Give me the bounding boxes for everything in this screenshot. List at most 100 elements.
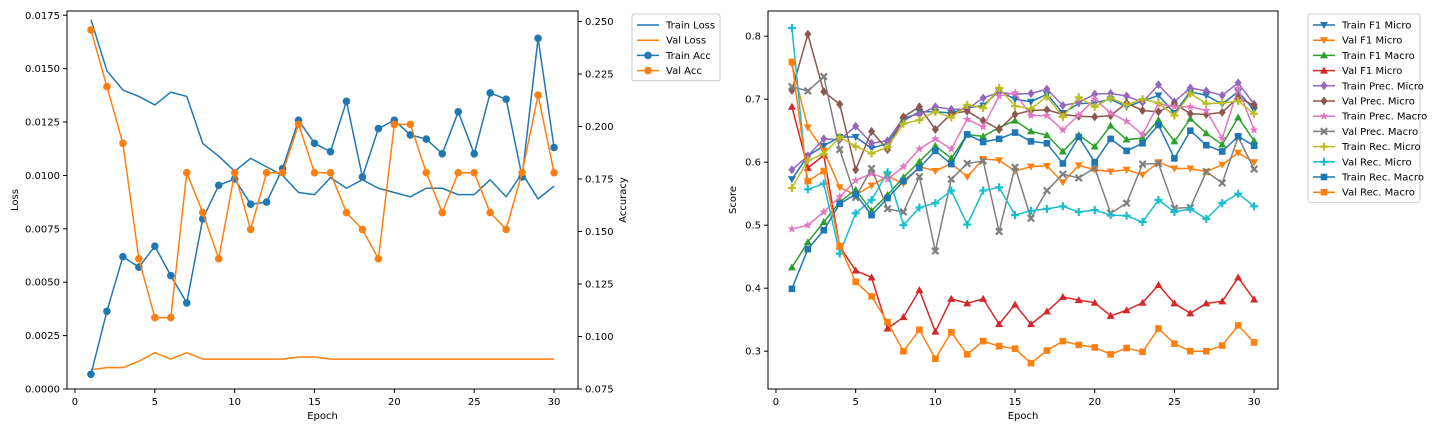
data-point <box>803 87 812 95</box>
data-point <box>214 181 223 190</box>
data-point <box>1234 78 1242 88</box>
data-point <box>1106 311 1115 319</box>
data-point <box>915 172 924 181</box>
series-val-rec-micro <box>787 24 1259 258</box>
data-point <box>119 252 127 261</box>
data-point <box>915 144 924 153</box>
loss-accuracy-chart: 0 5 10 15 20 25 30 0.0000 0.0025 0.0050 0.0075 0.01… <box>10 10 721 422</box>
data-point <box>1107 89 1115 99</box>
data-point <box>803 185 812 194</box>
data-point <box>851 134 860 141</box>
data-point <box>326 168 335 177</box>
legend-label: Val F1 Micro <box>1342 66 1402 77</box>
legend-label: Val Prec. Macro <box>1342 127 1418 138</box>
data-point <box>1122 116 1131 125</box>
data-point <box>820 134 828 144</box>
data-point <box>963 220 972 229</box>
data-point <box>995 183 1004 192</box>
data-point <box>995 135 1003 143</box>
data-point <box>1106 168 1115 176</box>
series-train-rec-micro <box>787 83 1259 193</box>
data-point <box>1170 207 1179 216</box>
data-point <box>1122 199 1131 208</box>
score-chart: 0 5 10 15 20 25 30 0.3 0.4 0.5 0.6 0.7 0.8 Epoch Score… <box>728 10 1427 422</box>
data-point <box>883 204 892 213</box>
data-point <box>310 168 319 177</box>
data-point <box>1170 137 1179 145</box>
data-point <box>1058 170 1067 179</box>
data-point <box>103 82 111 91</box>
data-point <box>1202 99 1211 108</box>
data-point <box>788 285 796 293</box>
data-point <box>550 143 558 152</box>
data-point <box>851 209 860 218</box>
data-point <box>884 194 891 202</box>
series-line <box>791 63 1255 196</box>
data-point <box>931 124 939 134</box>
data-point <box>1171 340 1178 347</box>
data-point <box>166 271 175 280</box>
data-point <box>915 157 924 165</box>
data-point <box>804 177 812 185</box>
data-point <box>851 266 860 274</box>
data-point <box>1074 162 1083 170</box>
data-point <box>422 135 431 143</box>
data-point <box>1123 147 1130 155</box>
series-val-acc <box>87 26 558 322</box>
data-point <box>342 208 351 217</box>
data-point <box>916 164 923 172</box>
y2-axis-label: Accuracy <box>618 177 629 223</box>
data-point <box>1075 341 1083 349</box>
data-point <box>819 142 828 150</box>
data-point <box>852 165 860 175</box>
data-point <box>390 120 399 129</box>
data-point <box>1187 127 1194 134</box>
y-tick-label: 0.0000 <box>25 385 60 396</box>
data-point <box>1154 196 1163 204</box>
data-point <box>1234 189 1243 198</box>
data-point <box>1011 102 1020 111</box>
y-tick-label: 0.4 <box>745 284 761 295</box>
data-point <box>1042 110 1052 120</box>
data-point <box>1090 142 1099 150</box>
data-point <box>502 225 510 234</box>
data-point <box>1202 347 1210 355</box>
series-line <box>791 124 1255 290</box>
legend-marker <box>1320 157 1328 166</box>
data-point <box>1122 100 1131 109</box>
data-point <box>1059 160 1067 167</box>
legend-item: Val Acc <box>637 66 702 77</box>
data-point <box>931 199 940 208</box>
data-point <box>1234 149 1243 157</box>
legend-marker <box>1320 188 1328 196</box>
data-point <box>1202 299 1211 307</box>
data-point <box>788 165 796 175</box>
legend-marker <box>1320 22 1328 29</box>
data-point <box>852 121 860 131</box>
data-point <box>1138 298 1147 306</box>
data-point <box>1250 142 1258 150</box>
y-tick-label: 0.0150 <box>25 64 60 75</box>
data-point <box>835 192 845 201</box>
data-point <box>979 93 987 103</box>
data-point <box>946 144 956 153</box>
legend-item: Train Loss <box>637 21 715 32</box>
data-point <box>1171 155 1178 162</box>
data-point <box>1201 105 1211 115</box>
legend-marker <box>1320 127 1328 136</box>
legend-label: Train F1 Macro <box>1341 51 1415 62</box>
data-point <box>900 347 907 355</box>
series-line <box>791 87 1255 189</box>
data-point <box>1186 165 1195 173</box>
data-point <box>374 254 383 263</box>
data-point <box>979 132 988 140</box>
legend-item: Val Rec. Micro <box>1313 157 1412 168</box>
series-line <box>791 75 1255 252</box>
data-point <box>1091 89 1099 99</box>
data-point <box>836 200 844 208</box>
legend-label: Val Loss <box>666 36 706 47</box>
legend-box <box>631 13 721 82</box>
data-point <box>1170 165 1179 173</box>
series-val-loss <box>90 351 555 371</box>
